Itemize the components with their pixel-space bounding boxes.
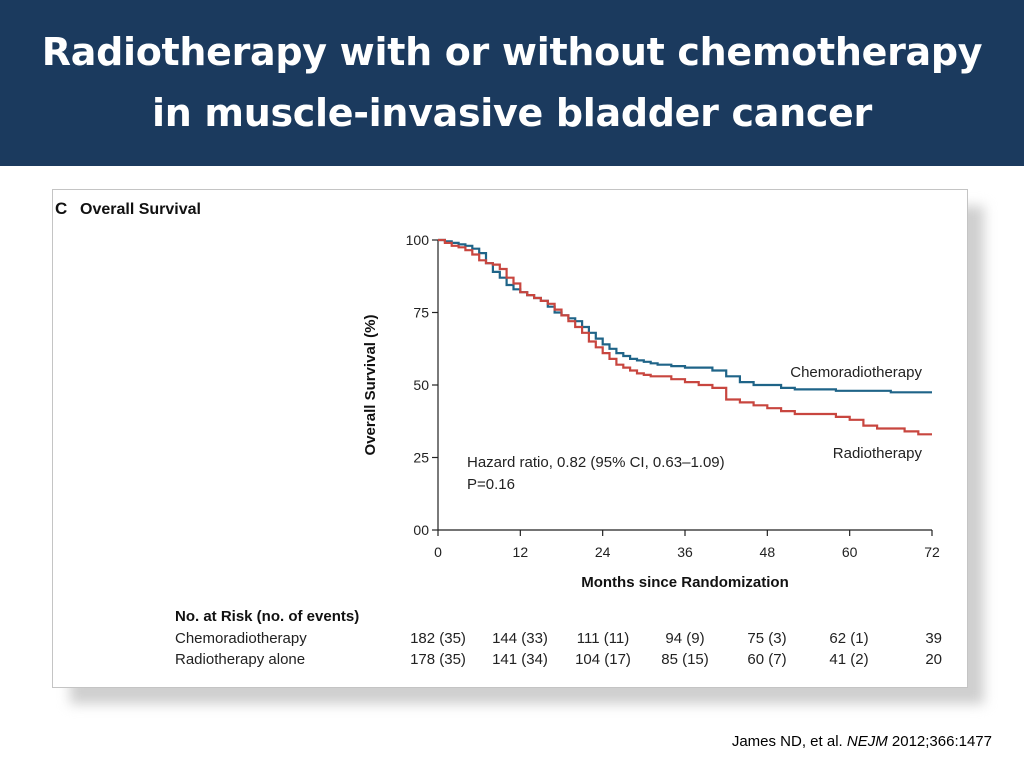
- at-risk-cell: 178 (35): [410, 651, 466, 668]
- citation-authors: James ND, et al.: [731, 733, 847, 750]
- series-label-chemoradiotherapy: Chemoradiotherapy: [790, 364, 922, 381]
- figure-panel: [52, 189, 968, 688]
- y-tick-label: 00: [413, 522, 429, 538]
- panel-letter: C: [55, 199, 67, 218]
- slide-title-line-2: in muscle-invasive bladder cancer: [152, 91, 872, 135]
- at-risk-header: No. at Risk (no. of events): [175, 608, 359, 625]
- x-tick-label: 60: [842, 544, 858, 560]
- at-risk-cell: 75 (3): [747, 630, 786, 647]
- series-label-radiotherapy: Radiotherapy: [833, 445, 923, 462]
- x-tick-label: 12: [513, 544, 529, 560]
- x-axis-label: Months since Randomization: [581, 574, 789, 591]
- citation-journal: NEJM: [846, 733, 888, 750]
- citation: James ND, et al. NEJM 2012;366:1477: [732, 733, 992, 750]
- at-risk-cell: 39: [925, 630, 942, 647]
- at-risk-cell: 111 (11): [577, 630, 630, 647]
- citation-reference: 2012;366:1477: [887, 733, 992, 750]
- x-axis: 0 12 24 36 48 60 72: [434, 529, 940, 560]
- title-banner: Radiotherapy with or without chemotherap…: [0, 0, 1024, 166]
- at-risk-row-label-chemoradiotherapy: Chemoradiotherapy: [175, 630, 307, 647]
- hazard-ratio-annotation: Hazard ratio, 0.82 (95% CI, 0.63–1.09): [467, 454, 725, 471]
- x-tick-label: 24: [595, 544, 611, 560]
- at-risk-row-label-radiotherapy: Radiotherapy alone: [175, 651, 305, 668]
- x-tick-label: 36: [677, 544, 693, 560]
- at-risk-table: 182 (35) 144 (33) 111 (11) 94 (9) 75 (3) 62 (…: [410, 630, 942, 668]
- y-tick-label: 75: [413, 305, 429, 321]
- at-risk-cell: 62 (1): [829, 630, 868, 647]
- p-value-annotation: P=0.16: [467, 476, 515, 493]
- x-tick-label: 48: [760, 544, 776, 560]
- at-risk-cell: 85 (15): [661, 651, 709, 668]
- at-risk-cell: 60 (7): [747, 651, 786, 668]
- x-tick-label: 0: [434, 544, 442, 560]
- y-tick-label: 50: [413, 377, 429, 393]
- chart-title: Overall Survival: [80, 201, 201, 218]
- slide-title-line-1: Radiotherapy with or without chemotherap…: [41, 30, 983, 74]
- y-axis-label: Overall Survival (%): [362, 315, 379, 456]
- y-axis: 00 25 50 75 100: [406, 232, 439, 538]
- at-risk-cell: 20: [925, 651, 942, 668]
- survival-curve-radiotherapy: [438, 238, 932, 436]
- at-risk-cell: 104 (17): [575, 651, 631, 668]
- x-tick-label: 72: [924, 544, 940, 560]
- at-risk-cell: 94 (9): [665, 630, 704, 647]
- series-lines: [438, 238, 932, 436]
- at-risk-cell: 41 (2): [829, 651, 868, 668]
- at-risk-cell: 144 (33): [492, 630, 548, 647]
- at-risk-cell: 141 (34): [492, 651, 548, 668]
- y-tick-label: 100: [406, 232, 430, 248]
- at-risk-cell: 182 (35): [410, 630, 466, 647]
- y-tick-label: 25: [413, 450, 429, 466]
